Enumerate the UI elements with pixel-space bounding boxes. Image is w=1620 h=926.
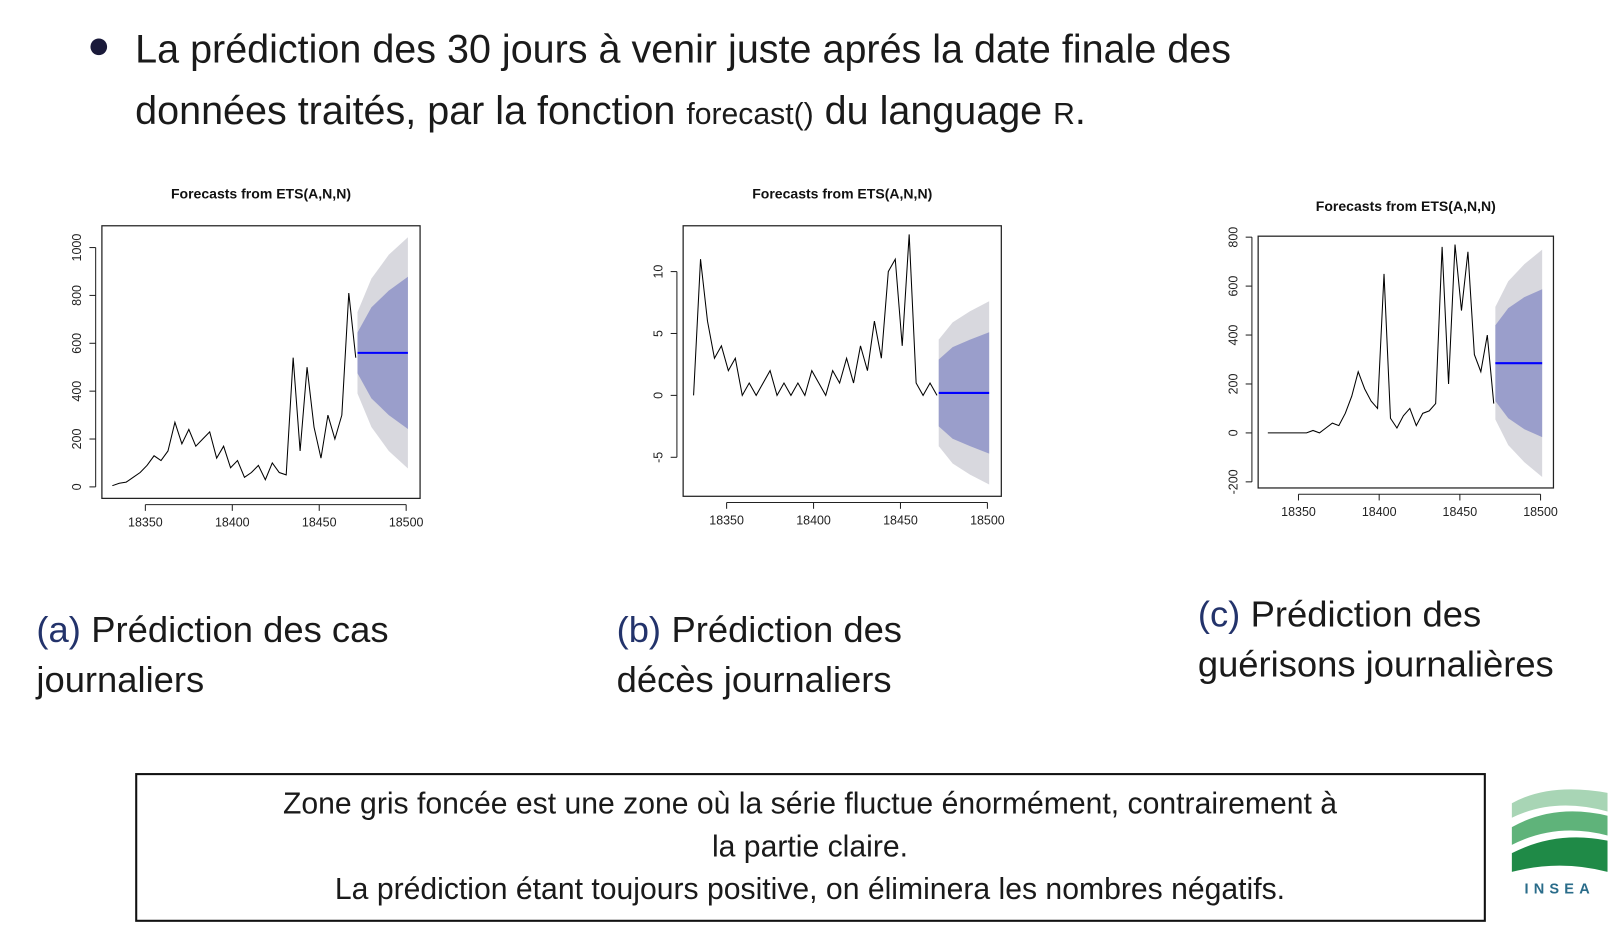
plot-frame [682,225,1002,497]
bullet-dot [90,38,108,56]
y-tick-label: -200 [1226,469,1240,494]
series-line [112,292,357,487]
y-tick-label: 200 [1226,374,1240,395]
plot-frame [1257,235,1555,489]
bullet-text: du language [814,89,1053,133]
y-tick-label: 400 [70,381,84,402]
logo-text: INSEA [1524,882,1594,898]
caption-line: journaliers [35,659,204,700]
y-tick-label: 0 [1226,429,1240,436]
chart-title: Forecasts from ETS(A,N,N) [1316,198,1496,214]
x-tick-label: 18400 [1362,505,1397,519]
caption-line: (b) Prédiction des [617,609,902,650]
y-tick-label: 800 [1226,227,1240,248]
caption-text: Prédiction des [671,609,902,650]
y-tick-label: 200 [70,429,84,450]
plot-frame [101,225,421,499]
plot-area [693,234,990,485]
x-tick-label: 18400 [796,513,831,527]
bullet-code: forecast() [686,98,813,131]
caption-line: guérisons journalières [1198,643,1554,684]
logo-wave [1511,837,1608,872]
bullet-line-2: données traités, par la fonction forecas… [135,89,1086,133]
logo-wave [1511,811,1608,845]
x-tick-label: 18500 [1523,505,1558,519]
y-tick-label: 10 [651,265,665,279]
x-tick-label: 18350 [128,515,163,529]
y-tick-label: 400 [1226,325,1240,346]
logo-wave [1511,789,1608,818]
note-box [135,773,1486,922]
plot-area [112,237,408,487]
caption-label: (c) [1198,593,1240,634]
x-tick-label: 18500 [389,515,424,529]
caption-text: Prédiction des cas [91,609,388,650]
series-line [1267,244,1495,434]
bullet-line-1: La prédiction des 30 jours à venir juste… [135,27,1231,71]
note-line: Zone gris foncée est une zone où la séri… [283,788,1337,821]
y-tick-label: 600 [70,333,84,354]
x-tick-label: 18450 [1443,505,1478,519]
y-tick-label: 0 [70,483,84,490]
series-line [693,234,938,397]
y-tick-label: 1000 [70,234,84,262]
note-line: La prédiction étant toujours positive, o… [335,873,1285,906]
bullet-code: R [1053,98,1075,131]
chart-title: Forecasts from ETS(A,N,N) [171,186,351,202]
caption-line: (c) Prédiction des [1198,593,1481,634]
bullet-text: données traités, par la fonction [135,89,686,133]
caption-line: décès journaliers [617,659,892,700]
y-tick-label: -5 [651,452,665,463]
plot-area [1267,244,1543,477]
y-tick-label: 5 [651,330,665,337]
x-tick-label: 18350 [1281,505,1316,519]
y-tick-label: 600 [1226,276,1240,297]
x-tick-label: 18500 [970,513,1005,527]
x-tick-label: 18350 [709,513,744,527]
note-line: la partie claire. [712,830,908,863]
y-tick-label: 0 [651,392,665,399]
x-tick-label: 18400 [215,515,250,529]
caption-label: (a) [36,609,80,650]
y-tick-label: 800 [70,285,84,306]
logo: INSEA [1511,789,1608,898]
caption-label: (b) [617,609,661,650]
x-tick-label: 18450 [883,513,918,527]
caption-text: Prédiction des [1251,593,1482,634]
bullet-text: . [1075,89,1086,133]
x-tick-label: 18450 [302,515,337,529]
caption-line: (a) Prédiction des cas [36,609,388,650]
chart-title: Forecasts from ETS(A,N,N) [752,186,932,202]
